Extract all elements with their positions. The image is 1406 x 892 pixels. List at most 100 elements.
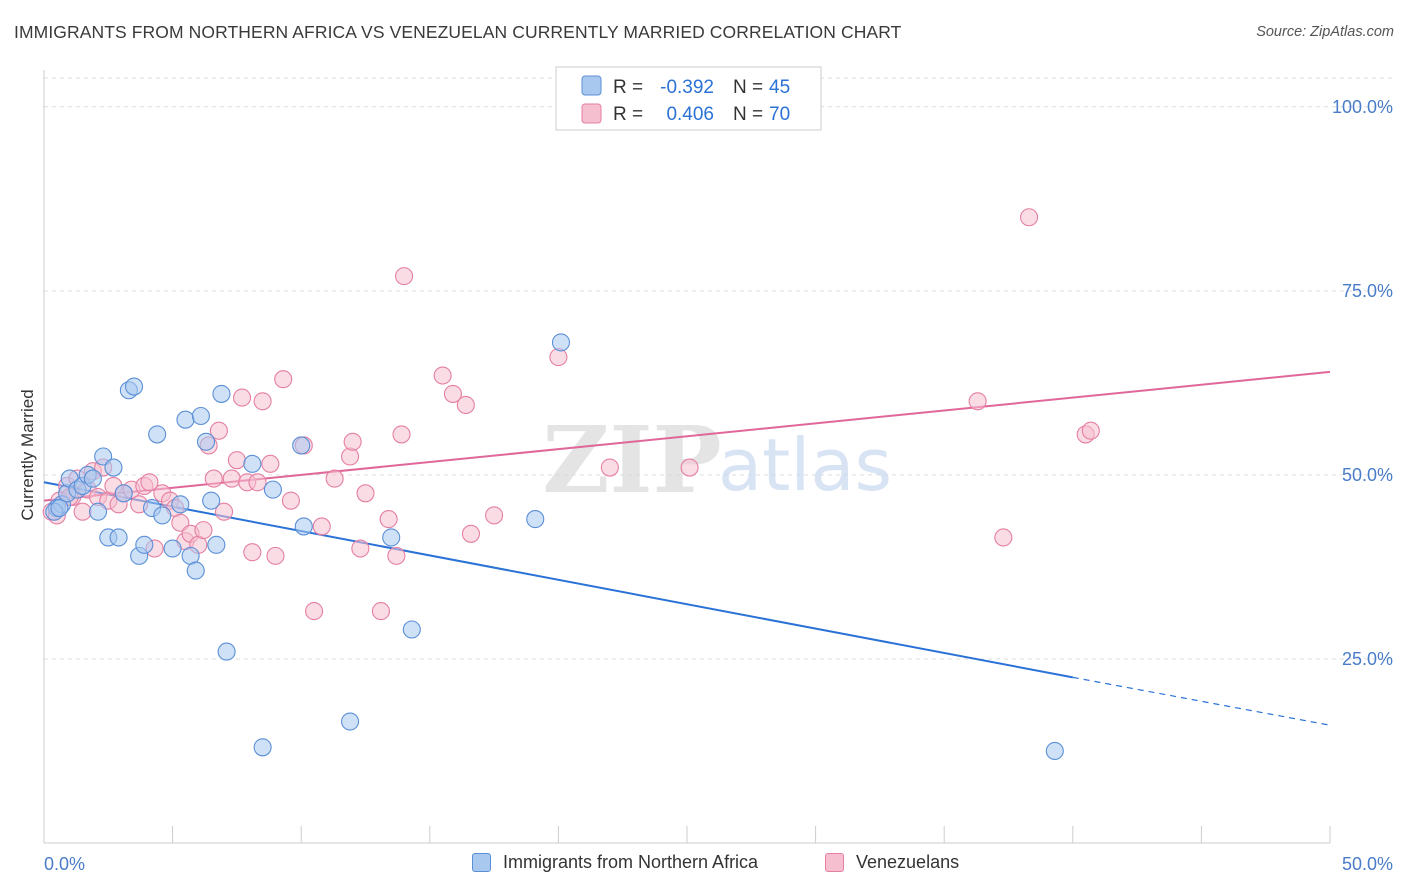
- watermark-atlas: atlas: [718, 423, 892, 507]
- point-venezuelans: [461, 524, 481, 543]
- point-northern-africa: [243, 454, 262, 473]
- point-northern-africa: [294, 517, 313, 536]
- point-venezuelans: [194, 521, 213, 540]
- legend-swatch-venezuelans: [825, 853, 844, 872]
- trend-line-northern-africa-extension: [1072, 676, 1331, 726]
- point-northern-africa: [94, 447, 113, 466]
- point-venezuelans: [600, 458, 619, 477]
- point-northern-africa: [212, 384, 231, 403]
- point-northern-africa: [253, 738, 272, 757]
- point-venezuelans: [222, 469, 241, 488]
- legend-swatch-pink: [581, 103, 602, 124]
- point-venezuelans: [443, 384, 462, 403]
- legend-swatch-northern-africa: [472, 853, 491, 872]
- point-northern-africa: [50, 498, 69, 518]
- point-venezuelans: [214, 502, 234, 521]
- point-northern-africa: [124, 377, 144, 396]
- bottom-legend: Immigrants from Northern Africa Venezuel…: [0, 852, 1406, 878]
- point-venezuelans: [281, 491, 300, 510]
- point-venezuelans: [1020, 208, 1039, 227]
- legend-r-label-1: R =: [613, 77, 643, 98]
- point-venezuelans: [266, 546, 285, 565]
- legend-item-northern-africa: Immigrants from Northern Africa: [472, 852, 758, 873]
- y-tick-label: 100.0%: [1332, 97, 1393, 117]
- point-venezuelans: [73, 502, 92, 521]
- axes: [43, 70, 1331, 844]
- point-venezuelans: [387, 546, 406, 565]
- y-axis-label: Currently Married: [18, 389, 37, 520]
- legend-r-value-2: 0.406: [666, 104, 714, 125]
- point-northern-africa: [191, 406, 210, 426]
- legend-label-venezuelans: Venezuelans: [856, 852, 960, 872]
- point-northern-africa: [109, 528, 128, 547]
- point-venezuelans: [379, 510, 398, 529]
- point-northern-africa: [114, 484, 133, 503]
- y-tick-label: 25.0%: [1342, 649, 1393, 669]
- legend-n-value-2: 70: [769, 104, 790, 125]
- point-northern-africa: [551, 333, 571, 352]
- point-venezuelans: [274, 370, 293, 389]
- legend-n-label-1: N =: [733, 77, 763, 98]
- grid-lines: [44, 77, 1393, 660]
- point-northern-africa: [171, 495, 190, 514]
- point-venezuelans: [248, 473, 267, 492]
- point-northern-africa: [1045, 741, 1064, 761]
- y-tick-label: 75.0%: [1342, 281, 1393, 301]
- legend-item-venezuelans: Venezuelans: [825, 852, 959, 873]
- point-northern-africa: [153, 506, 172, 525]
- data-points: [42, 208, 1100, 761]
- point-venezuelans: [994, 528, 1013, 547]
- chart-title: IMMIGRANTS FROM NORTHERN AFRICA VS VENEZ…: [14, 22, 902, 42]
- point-northern-africa: [292, 436, 311, 455]
- point-northern-africa: [135, 535, 154, 554]
- point-venezuelans: [343, 432, 362, 451]
- point-northern-africa: [341, 712, 360, 731]
- legend-r-label-2: R =: [613, 104, 643, 125]
- point-venezuelans: [968, 392, 987, 411]
- point-venezuelans: [171, 513, 190, 532]
- point-venezuelans: [356, 484, 375, 503]
- point-venezuelans: [305, 602, 324, 621]
- point-venezuelans: [351, 539, 370, 558]
- point-northern-africa: [217, 642, 236, 661]
- point-venezuelans: [1081, 421, 1100, 440]
- top-legend: R = -0.392 N = 45 R = 0.406 N = 70: [555, 66, 822, 131]
- point-venezuelans: [325, 469, 344, 488]
- point-venezuelans: [341, 447, 360, 466]
- point-venezuelans: [680, 458, 699, 477]
- point-northern-africa: [163, 539, 182, 558]
- tick-labels: 0.0% 50.0% 25.0% 50.0% 75.0% 100.0%: [44, 97, 1393, 874]
- point-venezuelans: [433, 366, 452, 385]
- point-northern-africa: [176, 410, 195, 429]
- point-northern-africa: [148, 425, 167, 444]
- point-northern-africa: [402, 620, 421, 639]
- point-venezuelans: [371, 602, 390, 621]
- point-northern-africa: [196, 432, 216, 451]
- point-northern-africa: [186, 561, 205, 580]
- legend-n-label-2: N =: [733, 104, 763, 125]
- point-venezuelans: [261, 454, 280, 473]
- point-northern-africa: [382, 528, 401, 547]
- point-venezuelans: [232, 388, 252, 407]
- trend-line-northern-africa: [43, 481, 1073, 679]
- point-venezuelans: [485, 506, 504, 525]
- chart-source: Source: ZipAtlas.com: [1256, 24, 1394, 40]
- x-tick-label-max: 50.0%: [1342, 854, 1393, 874]
- point-venezuelans: [243, 543, 262, 562]
- point-venezuelans: [204, 469, 223, 488]
- point-venezuelans: [209, 421, 228, 440]
- point-venezuelans: [227, 451, 246, 470]
- legend-r-value-1: -0.392: [660, 77, 714, 98]
- point-northern-africa: [88, 502, 108, 521]
- point-northern-africa: [526, 510, 545, 529]
- point-venezuelans: [312, 517, 331, 536]
- watermark: ZIP atlas: [542, 406, 892, 514]
- legend-label-northern-africa: Immigrants from Northern Africa: [503, 852, 759, 872]
- point-venezuelans: [392, 425, 411, 444]
- y-tick-label: 50.0%: [1342, 465, 1393, 485]
- point-northern-africa: [104, 458, 123, 477]
- point-northern-africa: [263, 480, 282, 499]
- point-venezuelans: [395, 267, 414, 286]
- point-venezuelans: [549, 348, 568, 367]
